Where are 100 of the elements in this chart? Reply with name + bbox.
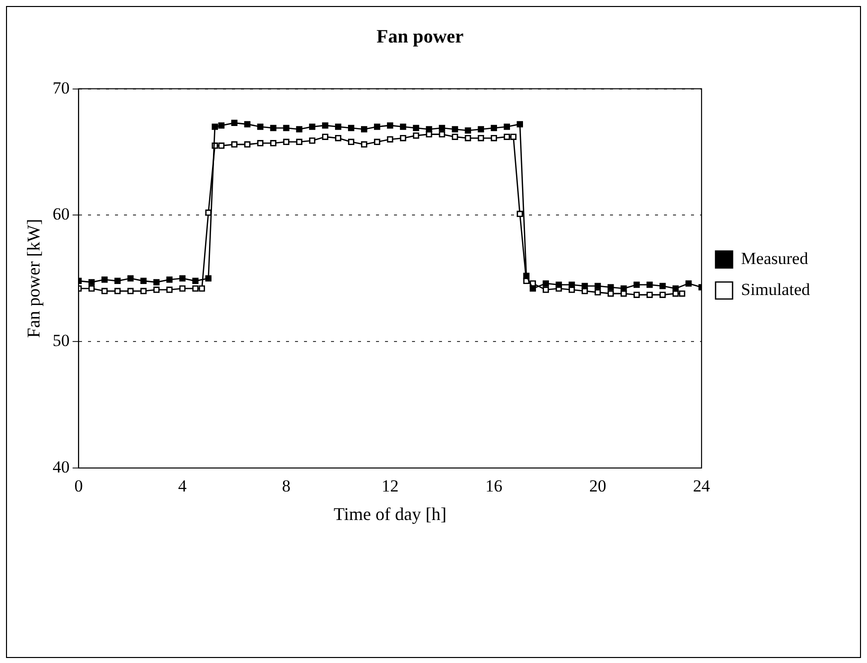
point xyxy=(478,134,484,142)
point xyxy=(361,126,368,132)
point xyxy=(212,124,218,130)
x-tick-label: 20 xyxy=(589,476,606,496)
point xyxy=(646,292,653,298)
point xyxy=(452,126,458,132)
point xyxy=(516,210,523,218)
point xyxy=(244,121,250,128)
point xyxy=(335,124,342,130)
x-tick-label: 16 xyxy=(485,476,502,496)
point xyxy=(348,138,354,146)
point xyxy=(153,279,160,286)
y-tick-label: 60 xyxy=(52,204,70,224)
point xyxy=(127,275,134,282)
point xyxy=(582,282,588,290)
point xyxy=(464,127,472,134)
point xyxy=(678,290,686,297)
point xyxy=(192,278,199,284)
y-tick-label: 70 xyxy=(52,78,70,98)
point xyxy=(322,134,328,140)
point xyxy=(490,134,498,142)
point xyxy=(101,276,108,283)
point xyxy=(412,132,420,139)
y-tick-label: 50 xyxy=(52,331,70,350)
point xyxy=(400,124,406,130)
point xyxy=(244,141,250,148)
point xyxy=(257,140,264,146)
point xyxy=(438,124,446,132)
point xyxy=(322,122,328,129)
point xyxy=(568,282,575,288)
point xyxy=(283,124,290,132)
point xyxy=(218,142,224,149)
point xyxy=(374,124,380,130)
x-tick-label: 0 xyxy=(74,476,83,496)
point xyxy=(361,141,368,148)
point xyxy=(608,284,614,290)
point xyxy=(464,134,472,142)
point xyxy=(140,288,147,294)
point xyxy=(530,285,536,292)
point xyxy=(270,124,276,132)
point xyxy=(101,288,108,294)
point xyxy=(309,138,316,144)
point xyxy=(179,285,186,292)
point xyxy=(348,124,354,132)
point xyxy=(542,280,549,287)
point xyxy=(179,275,186,282)
point xyxy=(594,282,601,290)
point xyxy=(490,124,498,132)
x-tick-label: 24 xyxy=(693,476,711,496)
point xyxy=(412,124,420,132)
point xyxy=(634,292,640,298)
y-tick-label: 40 xyxy=(52,457,70,476)
point xyxy=(309,124,316,130)
point xyxy=(166,286,173,293)
point xyxy=(504,134,510,140)
point xyxy=(166,276,173,283)
point xyxy=(386,136,394,142)
chart-title: Fan power xyxy=(376,26,464,48)
x-tick-label: 4 xyxy=(178,476,188,496)
point xyxy=(660,282,666,290)
point xyxy=(88,279,95,286)
point xyxy=(283,138,290,146)
point xyxy=(114,278,121,284)
x-tick-label: 12 xyxy=(382,476,399,496)
point xyxy=(400,134,406,142)
point xyxy=(296,138,302,146)
point xyxy=(231,141,238,148)
point xyxy=(205,275,212,282)
x-axis-title: Time of day [h] xyxy=(334,504,446,524)
point xyxy=(594,289,601,296)
point xyxy=(672,285,679,292)
point xyxy=(608,290,614,297)
point xyxy=(478,126,484,132)
point xyxy=(634,282,640,288)
point xyxy=(140,278,147,284)
point xyxy=(646,282,653,288)
point xyxy=(426,126,432,132)
y-axis-title: Fan power [kW] xyxy=(24,218,44,338)
point xyxy=(452,134,458,140)
point xyxy=(198,285,206,292)
point xyxy=(386,122,394,129)
x-tick-label: 8 xyxy=(282,476,291,496)
point xyxy=(192,285,199,292)
legend-label: Measured xyxy=(741,248,809,268)
point xyxy=(114,288,121,294)
point xyxy=(296,126,302,132)
point xyxy=(438,131,446,138)
point xyxy=(504,124,510,130)
point xyxy=(523,272,530,279)
point xyxy=(556,282,562,288)
point xyxy=(620,285,627,292)
point xyxy=(510,134,516,140)
legend-label: Simulated xyxy=(741,280,810,299)
point xyxy=(153,286,160,293)
point xyxy=(542,286,549,293)
point xyxy=(257,124,264,130)
point xyxy=(660,292,666,298)
point xyxy=(127,288,134,294)
point xyxy=(685,280,692,287)
point xyxy=(88,285,95,292)
